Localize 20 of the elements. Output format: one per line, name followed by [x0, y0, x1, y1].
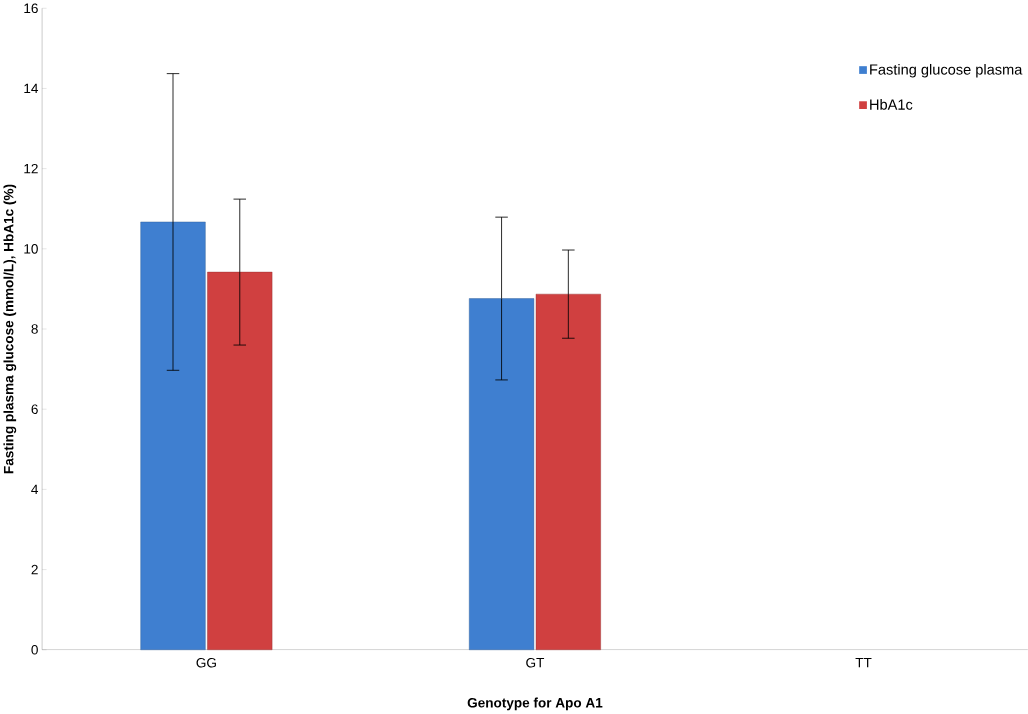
y-tick-label: 0 [31, 645, 38, 655]
y-tick-label: 4 [31, 484, 39, 495]
y-tick-label: 16 [24, 3, 38, 14]
bar [469, 298, 535, 651]
x-axis-title: Genotype for Apo A1 [467, 697, 603, 711]
legend-label: HbA1c [870, 99, 913, 110]
legend-label: Fasting glucose plasma [870, 64, 1023, 78]
bar [140, 221, 206, 651]
y-tick-label: 6 [31, 404, 38, 415]
bar [207, 272, 273, 651]
y-tick-label: 8 [31, 324, 38, 334]
bar [535, 294, 601, 651]
y-tick-label: 12 [24, 164, 38, 174]
x-tick-label: TT [855, 658, 872, 668]
x-tick-label: GG [196, 658, 216, 668]
y-tick-label: 14 [24, 83, 39, 94]
x-tick-label: GT [526, 658, 545, 668]
y-axis-title: Fasting plasma glucose (mmol/L), HbA1c (%) [3, 184, 17, 474]
y-tick-label: 2 [31, 564, 38, 575]
y-tick-label: 10 [24, 244, 38, 254]
